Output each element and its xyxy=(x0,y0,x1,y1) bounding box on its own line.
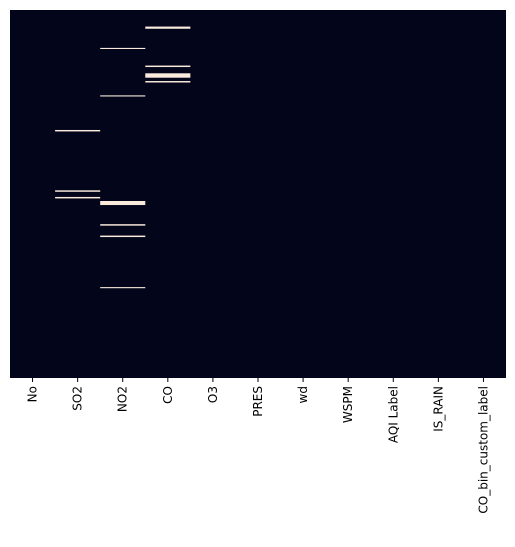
x-tick-label-no2: NO2 xyxy=(116,386,130,412)
x-tick-label-wspm: WSPM xyxy=(341,386,355,423)
missing-cell-no2 xyxy=(100,287,146,289)
missing-cell-no2 xyxy=(100,95,146,97)
missing-cell-co xyxy=(145,26,191,29)
missing-cell-no2 xyxy=(100,224,146,226)
x-tick-label-aqi-label: AQI Label xyxy=(386,386,400,443)
x-axis-ticks xyxy=(32,378,484,382)
x-tick-label-so2: SO2 xyxy=(71,386,85,411)
missing-cell-so2 xyxy=(55,196,101,199)
x-tick-label-o3: O3 xyxy=(206,386,220,403)
missing-cell-no2 xyxy=(100,47,146,50)
x-tick-label-co-bin-custom-label: CO_bin_custom_label xyxy=(476,386,490,514)
missing-cell-no2 xyxy=(100,200,146,206)
missing-cell-co xyxy=(145,73,191,78)
heatmap-background xyxy=(10,10,506,378)
x-tick-label-pres: PRES xyxy=(251,386,265,417)
x-tick-label-is-rain: IS_RAIN xyxy=(431,386,445,432)
x-axis-tick-labels: No SO2 NO2 CO O3 PRES wd WSPM AQI Label IS_RAIN CO… xyxy=(26,386,491,514)
x-tick-label-co: CO xyxy=(161,386,175,404)
x-tick-label-wd: wd xyxy=(296,386,310,403)
missing-cell-so2 xyxy=(55,190,101,192)
missing-cell-co xyxy=(145,81,191,83)
x-tick-label-no: No xyxy=(26,386,40,402)
missing-cell-so2 xyxy=(55,129,101,132)
missing-cell-no2 xyxy=(100,235,146,238)
missing-cells xyxy=(55,26,191,289)
missing-cell-co xyxy=(145,65,191,68)
